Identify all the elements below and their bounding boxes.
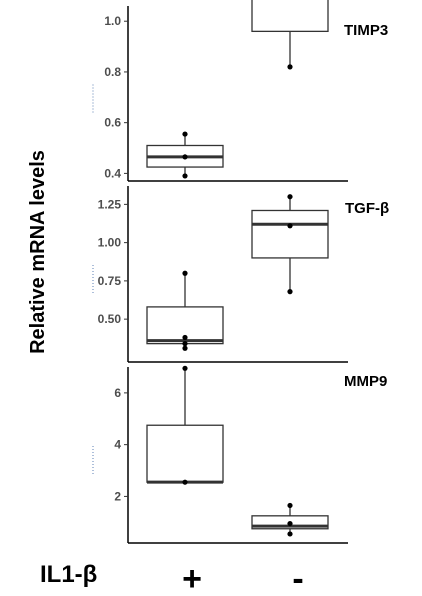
y-tick-label-0-1: 0.6 <box>104 116 121 130</box>
panel-1: 0.50 0.75 1.00 1.25 TGF-β <box>92 186 389 363</box>
y-tick-label-0-2: 0.8 <box>104 65 121 79</box>
y-tick-label-2-0: 2 <box>114 489 121 503</box>
y-axis-label: Relative mRNA levels <box>27 150 49 354</box>
y-tick-label-1-0: 0.50 <box>98 312 122 326</box>
data-point-0 <box>287 289 293 295</box>
data-point-2 <box>182 131 188 137</box>
data-point-1 <box>182 365 188 371</box>
y-tick-label-1-1: 0.75 <box>98 274 122 288</box>
data-point-0 <box>182 173 188 179</box>
y-tick-label-0-0: 0.4 <box>104 166 121 180</box>
box-0-1 <box>251 0 329 70</box>
panel-title-1: TGF-β <box>345 200 389 217</box>
data-point-3 <box>182 270 188 276</box>
box-body <box>146 424 224 483</box>
data-point-0 <box>182 479 188 485</box>
box-1-1 <box>251 194 329 295</box>
y-tick-label-1-3: 1.25 <box>98 197 122 211</box>
x-category-minus: - <box>292 560 303 596</box>
panel-title-2: MMP9 <box>344 373 387 390</box>
data-point-0 <box>182 345 188 351</box>
box-body <box>251 0 329 33</box>
panel-0: 0.4 0.6 0.8 1.0 TIMP3 <box>92 0 388 182</box>
data-point-0 <box>287 531 293 537</box>
data-point-2 <box>287 502 293 509</box>
panel-2: 2 4 6 MMP9 <box>92 365 387 544</box>
y-tick-label-1-2: 1.00 <box>98 236 122 250</box>
panel-title-0: TIMP3 <box>344 22 388 39</box>
box-0-0 <box>146 131 224 179</box>
box-1-0 <box>146 270 224 351</box>
box-body <box>251 209 329 259</box>
box-2-0 <box>146 365 224 485</box>
y-tick-label-2-2: 6 <box>114 386 121 400</box>
panels: 0.4 0.6 0.8 1.0 TIMP3 0.50 0.75 1.00 1.25 TGF-β 2 4… <box>92 0 389 544</box>
x-axis-label: IL1-β <box>40 561 97 588</box>
x-category-plus: + <box>182 560 202 596</box>
data-point-0 <box>287 64 293 70</box>
data-point-2 <box>182 334 188 341</box>
data-point-1 <box>182 341 188 347</box>
data-point-1 <box>182 154 188 160</box>
data-point-1 <box>287 520 293 527</box>
y-tick-label-0-3: 1.0 <box>104 14 121 28</box>
data-point-1 <box>287 223 293 229</box>
data-point-2 <box>287 194 293 200</box>
box-2-1 <box>251 502 329 537</box>
y-tick-label-2-1: 4 <box>114 438 121 452</box>
